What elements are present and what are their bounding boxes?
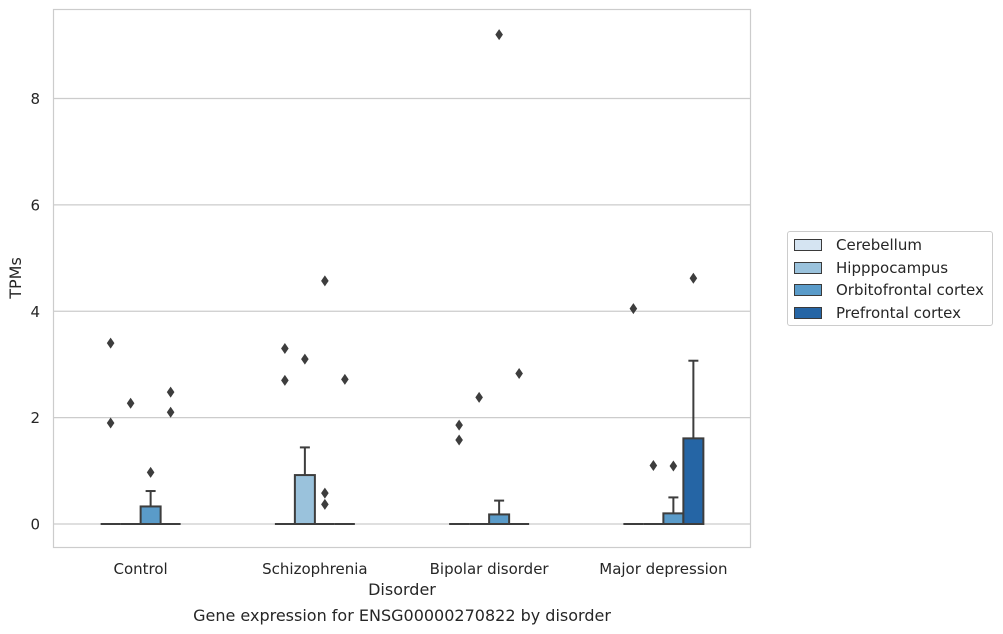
outlier-point [126, 397, 135, 409]
legend-label: Cerebellum [836, 236, 922, 254]
x-tick-label: Control [114, 560, 168, 578]
outlier-point [669, 460, 678, 472]
box-cerebellum [274, 342, 295, 525]
x-tick-labels: Control Schizophrenia Bipolar disorder Majo… [114, 560, 728, 578]
legend-item: Cerebellum [794, 235, 922, 255]
outlier-point [106, 337, 115, 349]
legend-swatch [794, 261, 822, 274]
y-tick-labels: 0 2 4 6 8 [30, 90, 40, 534]
box-orbitofrontal-cortex [662, 460, 685, 525]
box-cerebellum [623, 303, 644, 525]
y-tick-label: 0 [30, 516, 40, 534]
y-tick-label: 6 [30, 196, 40, 214]
box-cerebellum [449, 419, 470, 525]
box-body [682, 437, 705, 526]
legend-item: Hipppocampus [794, 258, 948, 278]
outlier-point [281, 342, 289, 354]
x-tick-label: Schizophrenia [262, 560, 367, 578]
box-body [488, 513, 511, 526]
x-tick-label: Bipolar disorder [430, 560, 550, 578]
outlier-point [321, 487, 329, 499]
outlier-point [495, 29, 503, 41]
outlier-point [281, 374, 289, 386]
x-axis-label: Disorder [368, 580, 436, 599]
outlier-point [629, 303, 638, 315]
outlier-point [341, 373, 349, 385]
outlier-point [106, 417, 115, 429]
outlier-point [166, 406, 175, 418]
box-orbitofrontal-cortex [314, 275, 335, 525]
outlier-point [321, 275, 329, 287]
y-tick-label: 2 [30, 409, 40, 427]
box-prefrontal-cortex [509, 367, 530, 525]
box-prefrontal-cortex [160, 386, 181, 525]
outlier-point [321, 498, 329, 510]
box-hipppocampus [469, 391, 490, 525]
outlier-point [146, 466, 155, 478]
outlier-point [301, 353, 309, 365]
outlier-point [515, 367, 523, 379]
box-cerebellum [100, 337, 121, 525]
box-body [293, 474, 316, 526]
legend-label: Orbitofrontal cortex [836, 281, 984, 299]
box-prefrontal-cortex [682, 272, 705, 526]
box-hipppocampus [120, 397, 141, 525]
legend-swatch [794, 284, 822, 296]
outlier-point [166, 386, 175, 398]
plot-area-frame [52, 8, 752, 549]
legend: Cerebellum Hipppocampus Orbitofrontal cort… [787, 231, 993, 326]
box-orbitofrontal-cortex [488, 29, 511, 526]
box-prefrontal-cortex [334, 373, 355, 525]
y-tick-label: 4 [30, 303, 40, 321]
legend-swatch [794, 306, 822, 319]
chart-caption: Gene expression for ENSG00000270822 by d… [193, 606, 611, 625]
legend-swatch [794, 239, 822, 251]
box-hipppocampus [643, 459, 664, 525]
outlier-point [689, 272, 698, 284]
legend-label: Hipppocampus [836, 258, 949, 277]
grid-lines [53, 97, 751, 525]
outlier-point [455, 434, 463, 446]
y-axis-label: TPMs [6, 257, 25, 300]
box-body [139, 505, 162, 525]
outlier-point [455, 419, 463, 431]
legend-item: Prefrontal cortex [794, 303, 961, 323]
x-tick-label: Major depression [599, 560, 727, 578]
y-tick-label: 8 [30, 90, 40, 108]
outlier-point [649, 459, 658, 471]
box-hipppocampus [293, 353, 316, 526]
legend-item: Orbitofrontal cortex [794, 280, 984, 300]
box-orbitofrontal-cortex [139, 466, 162, 525]
legend-label: Prefrontal cortex [836, 303, 961, 322]
box-body [662, 512, 685, 525]
box-series [100, 29, 705, 526]
outlier-point [475, 391, 483, 403]
